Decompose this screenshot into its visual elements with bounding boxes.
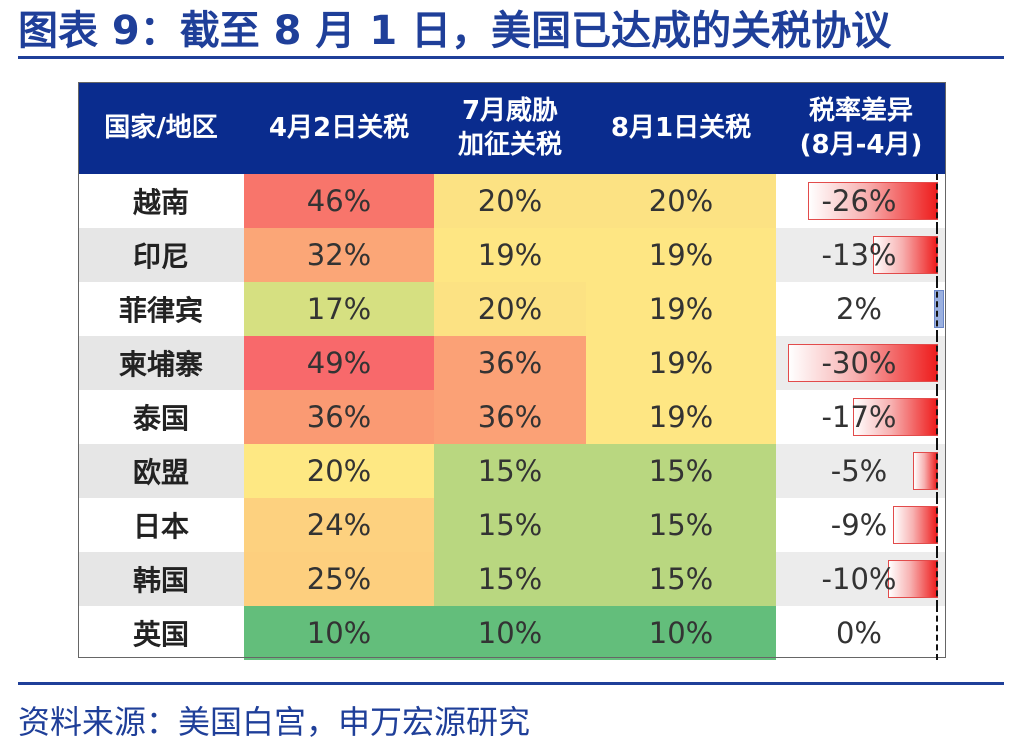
- table-row: 英国 10% 10% 10% 0%: [78, 606, 946, 660]
- diff-cell: -26%: [776, 174, 946, 228]
- header-aug1: 8月1日关税: [586, 82, 776, 174]
- zero-axis: [936, 390, 938, 444]
- diff-bar: [934, 290, 944, 328]
- diff-value: -13%: [821, 238, 897, 272]
- apr2-cell: 24%: [244, 498, 434, 552]
- country-cell: 印尼: [78, 228, 244, 282]
- jul-cell: 15%: [434, 498, 586, 552]
- diff-cell: 0%: [776, 606, 946, 660]
- diff-cell: -17%: [776, 390, 946, 444]
- header-apr2: 4月2日关税: [244, 82, 434, 174]
- table-row: 越南 46% 20% 20% -26%: [78, 174, 946, 228]
- jul-cell: 15%: [434, 444, 586, 498]
- country-cell: 泰国: [78, 390, 244, 444]
- table-row: 印尼 32% 19% 19% -13%: [78, 228, 946, 282]
- aug1-cell: 19%: [586, 282, 776, 336]
- diff-cell: -5%: [776, 444, 946, 498]
- apr2-cell: 20%: [244, 444, 434, 498]
- zero-axis: [936, 336, 938, 390]
- table-row: 欧盟 20% 15% 15% -5%: [78, 444, 946, 498]
- jul-cell: 36%: [434, 336, 586, 390]
- diff-value: -26%: [821, 184, 897, 218]
- aug1-cell: 15%: [586, 444, 776, 498]
- tariff-table: 国家/地区 4月2日关税 7月威胁 加征关税 8月1日关税 税率差异 (8月-4月)…: [78, 82, 946, 660]
- header-jul: 7月威胁 加征关税: [434, 82, 586, 174]
- diff-cell: -30%: [776, 336, 946, 390]
- diff-cell: 2%: [776, 282, 946, 336]
- zero-axis: [936, 498, 938, 552]
- header-row: 国家/地区 4月2日关税 7月威胁 加征关税 8月1日关税 税率差异 (8月-4月): [78, 82, 946, 174]
- table-row: 泰国 36% 36% 19% -17%: [78, 390, 946, 444]
- apr2-cell: 17%: [244, 282, 434, 336]
- zero-axis: [936, 174, 938, 228]
- jul-cell: 15%: [434, 552, 586, 606]
- diff-bar: [893, 506, 938, 544]
- table-row: 菲律宾 17% 20% 19% 2%: [78, 282, 946, 336]
- zero-axis: [936, 606, 938, 660]
- diff-cell: -10%: [776, 552, 946, 606]
- apr2-cell: 46%: [244, 174, 434, 228]
- header-country: 国家/地区: [78, 82, 244, 174]
- diff-value: -5%: [830, 454, 888, 488]
- country-cell: 欧盟: [78, 444, 244, 498]
- diff-bar: [873, 236, 938, 274]
- apr2-cell: 25%: [244, 552, 434, 606]
- header-diff: 税率差异 (8月-4月): [776, 82, 946, 174]
- apr2-cell: 36%: [244, 390, 434, 444]
- jul-cell: 20%: [434, 174, 586, 228]
- country-cell: 柬埔寨: [78, 336, 244, 390]
- diff-cell: -9%: [776, 498, 946, 552]
- diff-value: -30%: [821, 346, 897, 380]
- title-rule: [18, 56, 1004, 59]
- country-cell: 菲律宾: [78, 282, 244, 336]
- aug1-cell: 15%: [586, 552, 776, 606]
- country-cell: 越南: [78, 174, 244, 228]
- diff-cell: -13%: [776, 228, 946, 282]
- table-row: 柬埔寨 49% 36% 19% -30%: [78, 336, 946, 390]
- aug1-cell: 20%: [586, 174, 776, 228]
- diff-value: 2%: [835, 292, 882, 326]
- diff-value: -10%: [821, 562, 897, 596]
- table-row: 日本 24% 15% 15% -9%: [78, 498, 946, 552]
- diff-bar: [888, 560, 938, 598]
- aug1-cell: 10%: [586, 606, 776, 660]
- footer-rule: [18, 682, 1004, 685]
- apr2-cell: 32%: [244, 228, 434, 282]
- jul-cell: 36%: [434, 390, 586, 444]
- jul-cell: 10%: [434, 606, 586, 660]
- diff-value: -17%: [821, 400, 897, 434]
- country-cell: 日本: [78, 498, 244, 552]
- country-cell: 英国: [78, 606, 244, 660]
- zero-axis: [936, 282, 938, 336]
- zero-axis: [936, 444, 938, 498]
- diff-value: -9%: [830, 508, 888, 542]
- jul-cell: 19%: [434, 228, 586, 282]
- aug1-cell: 19%: [586, 336, 776, 390]
- aug1-cell: 15%: [586, 498, 776, 552]
- diff-bar: [913, 452, 938, 490]
- diff-value: 0%: [835, 616, 882, 650]
- zero-axis: [936, 228, 938, 282]
- table-row: 韩国 25% 15% 15% -10%: [78, 552, 946, 606]
- jul-cell: 20%: [434, 282, 586, 336]
- country-cell: 韩国: [78, 552, 244, 606]
- apr2-cell: 10%: [244, 606, 434, 660]
- apr2-cell: 49%: [244, 336, 434, 390]
- diff-bar: [808, 182, 938, 220]
- zero-axis: [936, 552, 938, 606]
- aug1-cell: 19%: [586, 228, 776, 282]
- chart-title: 图表 9：截至 8 月 1 日，美国已达成的关税协议: [18, 8, 892, 54]
- source-note: 资料来源：美国白宫，申万宏源研究: [18, 703, 531, 741]
- aug1-cell: 19%: [586, 390, 776, 444]
